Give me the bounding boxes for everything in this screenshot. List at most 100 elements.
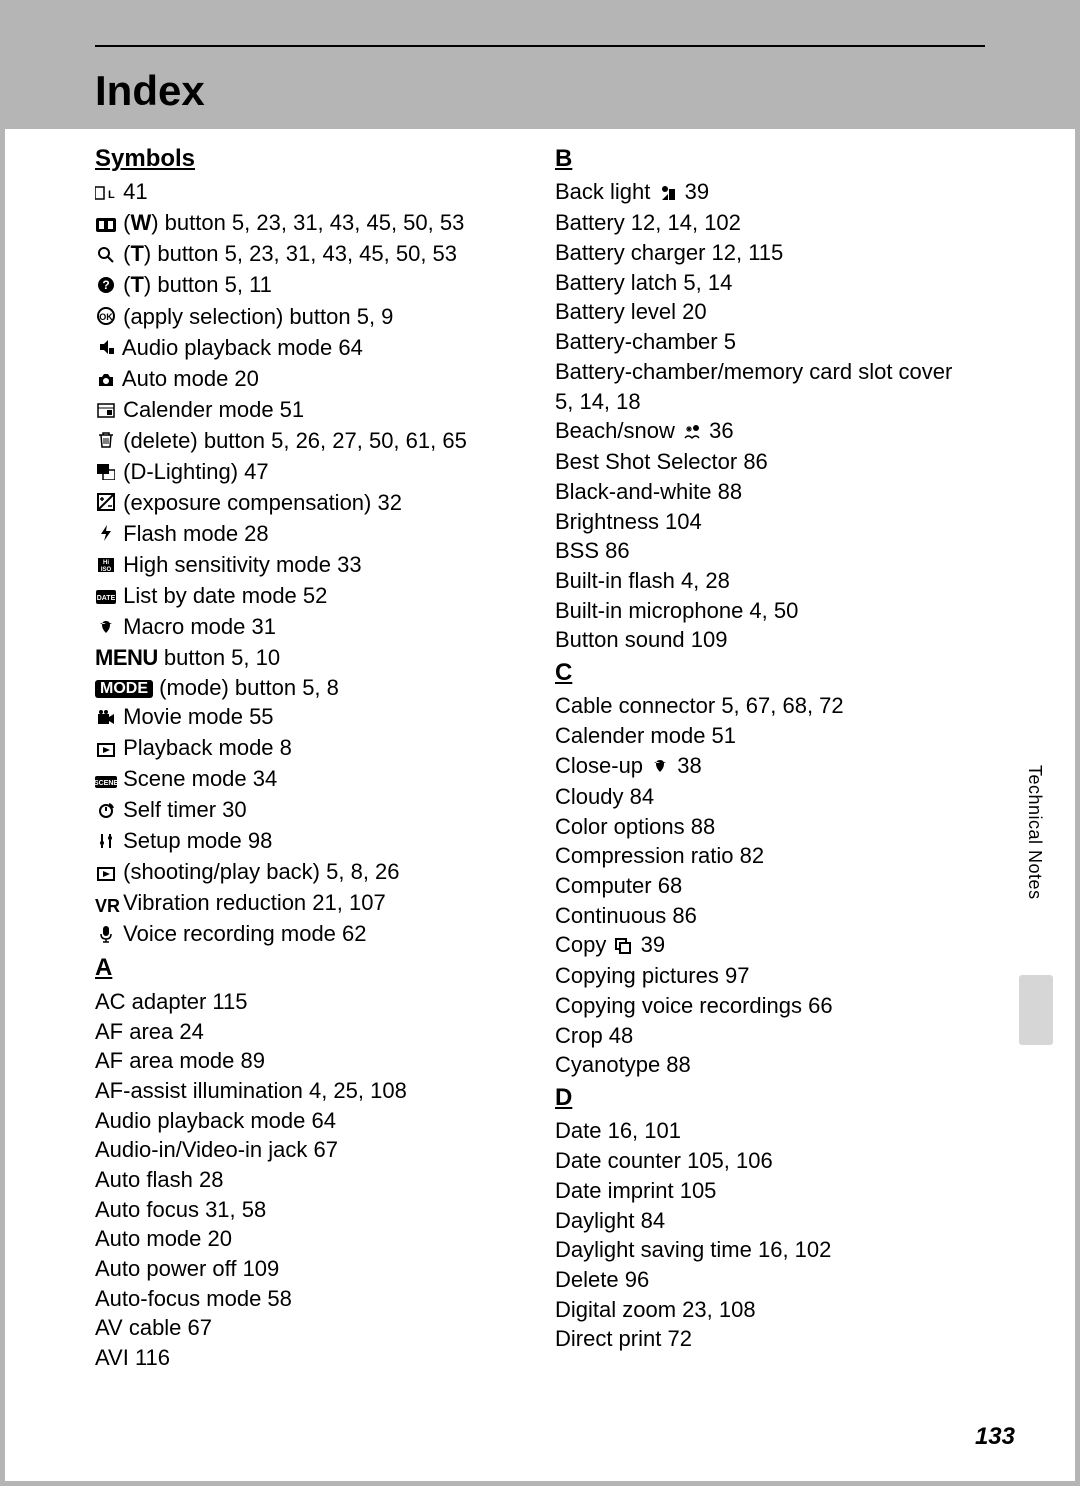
- index-entry: Daylight 84: [555, 1206, 975, 1236]
- svg-text:DATE: DATE: [97, 595, 116, 602]
- index-entry: Daylight saving time 16, 102: [555, 1235, 975, 1265]
- voice-record-icon: [95, 921, 117, 951]
- vr-icon: VR: [95, 890, 117, 920]
- exposure-comp-icon: [95, 489, 117, 519]
- index-entry: Auto flash 28: [95, 1165, 515, 1195]
- entry-text: Playback mode 8: [123, 735, 292, 760]
- index-entry: Auto power off 109: [95, 1254, 515, 1284]
- left-column: Symbols L 41 (W) button 5, 23, 31, 43, 4…: [95, 141, 515, 1373]
- index-entry: Date 16, 101: [555, 1116, 975, 1146]
- index-entry: Back light 39: [555, 177, 975, 208]
- entry-text: Flash mode 28: [123, 521, 269, 546]
- entry-text: (shooting/play back) 5, 8, 26: [123, 859, 399, 884]
- index-title: Index: [5, 47, 1075, 129]
- entry-text: Calender mode 51: [123, 397, 304, 422]
- index-entry: Audio playback mode 64: [95, 1106, 515, 1136]
- playback-icon: [95, 735, 117, 765]
- index-entry: Auto mode 20: [95, 1224, 515, 1254]
- macro-icon: [95, 613, 117, 643]
- index-entry: Color options 88: [555, 812, 975, 842]
- entry-text: Self timer 30: [123, 797, 247, 822]
- index-entry: AV cable 67: [95, 1313, 515, 1343]
- index-entry: Cable connector 5, 67, 68, 72: [555, 691, 975, 721]
- index-entry: AF area mode 89: [95, 1046, 515, 1076]
- index-entry: Battery-chamber 5: [555, 327, 975, 357]
- index-entry: Auto-focus mode 58: [95, 1284, 515, 1314]
- wide-zoom-icon: [95, 210, 117, 240]
- index-columns: Symbols L 41 (W) button 5, 23, 31, 43, 4…: [5, 129, 1075, 1373]
- header-area: Index: [5, 5, 1075, 129]
- movie-icon: [95, 704, 117, 734]
- index-entry: Battery 12, 14, 102: [555, 208, 975, 238]
- entry-text: (apply selection) button 5, 9: [123, 304, 393, 329]
- entry-text: (delete) button 5, 26, 27, 50, 61, 65: [123, 428, 467, 453]
- index-entry: Copy 39: [555, 930, 975, 961]
- entry-text: High sensitivity mode 33: [123, 552, 361, 577]
- scene-icon: SCENE: [95, 766, 117, 796]
- index-entry: Crop 48: [555, 1021, 975, 1051]
- index-entry: Compression ratio 82: [555, 841, 975, 871]
- index-entry: Computer 68: [555, 871, 975, 901]
- index-entry: HiISO High sensitivity mode 33: [95, 550, 515, 581]
- index-entry: AF-assist illumination 4, 25, 108: [95, 1076, 515, 1106]
- index-entry: (D-Lighting) 47: [95, 457, 515, 488]
- entry-text: (mode) button 5, 8: [153, 675, 339, 700]
- index-entry: (W) button 5, 23, 31, 43, 45, 50, 53: [95, 208, 515, 239]
- index-entry: Battery level 20: [555, 297, 975, 327]
- index-entry: (T) button 5, 23, 31, 43, 45, 50, 53: [95, 239, 515, 270]
- index-entry: DATE List by date mode 52: [95, 581, 515, 612]
- index-entry: Calender mode 51: [95, 395, 515, 426]
- high-iso-icon: HiISO: [95, 551, 117, 581]
- index-entry: Macro mode 31: [95, 612, 515, 643]
- index-entry: (shooting/play back) 5, 8, 26: [95, 857, 515, 888]
- entry-text: Scene mode 34: [123, 766, 277, 791]
- shooting-playback-icon: [95, 859, 117, 889]
- section-symbols: Symbols: [95, 143, 515, 175]
- entry-text: (W) button 5, 23, 31, 43, 45, 50, 53: [123, 210, 464, 235]
- mode-badge-icon: MODE: [95, 680, 153, 698]
- entry-text: (exposure compensation) 32: [123, 490, 402, 515]
- index-entry: Black-and-white 88: [555, 477, 975, 507]
- index-entry: (delete) button 5, 26, 27, 50, 61, 65: [95, 426, 515, 457]
- menu-text-icon: MENU: [95, 645, 158, 670]
- index-entry: Continuous 86: [555, 901, 975, 931]
- side-tab-marker: [1019, 975, 1053, 1045]
- index-entry: Battery charger 12, 115: [555, 238, 975, 268]
- entry-text: 41: [123, 179, 147, 204]
- index-entry: MENU button 5, 10: [95, 643, 515, 673]
- index-entry: Direct print 72: [555, 1324, 975, 1354]
- copy-icon: [612, 932, 634, 962]
- svg-text:?: ?: [102, 278, 109, 292]
- index-entry: VR Vibration reduction 21, 107: [95, 888, 515, 919]
- page-number: 133: [975, 1423, 1015, 1451]
- index-entry: BSS 86: [555, 536, 975, 566]
- index-entry: Playback mode 8: [95, 733, 515, 764]
- index-entry: Movie mode 55: [95, 702, 515, 733]
- index-entry: AF area 24: [95, 1017, 515, 1047]
- index-entry: Date counter 105, 106: [555, 1146, 975, 1176]
- tele-zoom-icon: [95, 241, 117, 271]
- index-entry: Self timer 30: [95, 795, 515, 826]
- entry-text: Movie mode 55: [123, 704, 273, 729]
- index-entry: Cloudy 84: [555, 782, 975, 812]
- entry-text: List by date mode 52: [123, 583, 327, 608]
- index-entry: Built-in flash 4, 28: [555, 566, 975, 596]
- section-b: B: [555, 143, 975, 175]
- d-lighting-icon: [95, 458, 117, 488]
- list-by-date-icon: DATE: [95, 582, 117, 612]
- help-icon: ?: [95, 272, 117, 302]
- section-c: C: [555, 657, 975, 689]
- audio-playback-icon: [95, 334, 117, 364]
- svg-text:ISO: ISO: [101, 567, 112, 573]
- svg-text:SCENE: SCENE: [95, 780, 117, 787]
- entry-text: button 5, 10: [158, 645, 280, 670]
- entry-text: Auto mode 20: [122, 366, 259, 391]
- index-entry: OK (apply selection) button 5, 9: [95, 302, 515, 333]
- svg-text:OK: OK: [99, 312, 113, 322]
- svg-text:L: L: [108, 189, 115, 201]
- section-d: D: [555, 1082, 975, 1114]
- index-entry: Battery latch 5, 14: [555, 268, 975, 298]
- entry-text: Audio playback mode 64: [122, 335, 363, 360]
- index-entry: Digital zoom 23, 108: [555, 1295, 975, 1325]
- index-entry: (exposure compensation) 32: [95, 488, 515, 519]
